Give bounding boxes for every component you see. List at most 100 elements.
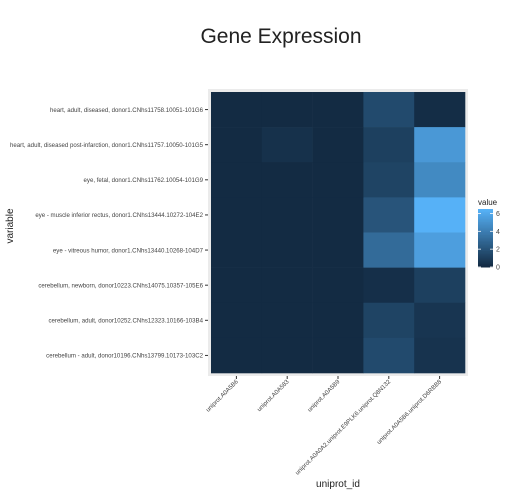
heatmap-cell (363, 162, 415, 198)
heatmap-cell (211, 92, 263, 128)
legend-gradient-step (478, 249, 493, 252)
legend-gradient-step (478, 235, 493, 238)
heatmap-cell (312, 127, 364, 163)
legend-gradient-step (478, 264, 493, 267)
legend-gradient-step (478, 224, 493, 227)
legend-gradient-step (478, 226, 493, 229)
heatmap-cell (312, 337, 364, 374)
heatmap-cell (211, 232, 263, 268)
legend-gradient-step (478, 238, 493, 240)
heatmap-cell (211, 337, 263, 374)
heatmap-cell (261, 267, 313, 304)
legend-gradient-step (478, 219, 493, 222)
heatmap-cell (363, 267, 415, 304)
y-tick-label: eye - muscle inferior rectus, donor1.CNh… (35, 212, 203, 219)
legend-gradient-step (478, 246, 493, 249)
heatmap-cell (414, 337, 466, 374)
legend-gradient-step (478, 213, 493, 216)
heatmap-cell (211, 127, 263, 163)
x-tick-label: uniprot.A0A5B9 (306, 378, 342, 414)
legend-tick-label: 4 (496, 229, 500, 236)
heatmap-cell (414, 162, 466, 198)
heatmap-cell (211, 162, 263, 198)
legend-gradient-step (478, 256, 493, 259)
legend-gradient-step (478, 210, 493, 213)
x-tick-label: uniprot.A0A583 (256, 378, 291, 413)
y-tick-label: eye, fetal, donor1.CNhs11762.10054-101G9 (84, 177, 204, 184)
heatmap-cell (414, 302, 466, 339)
y-axis-title: variable (5, 208, 16, 243)
legend-gradient-step (478, 220, 493, 223)
legend-gradient-step (478, 245, 493, 248)
y-axis: heart, adult, diseased, donor1.CNhs11758… (10, 107, 208, 360)
legend-gradient-step (478, 261, 493, 264)
heatmap-cell (312, 162, 364, 198)
legend-gradient-step (478, 209, 493, 211)
heatmap-cell (261, 92, 313, 128)
legend-gradient-step (478, 253, 493, 256)
x-axis: uniprot.A0A5B6 uniprot.A0A583 uniprot.A0A5… (205, 376, 443, 477)
legend-gradient-step (478, 255, 493, 258)
heatmap-cell (312, 92, 364, 128)
legend-gradient-step (478, 223, 493, 226)
heatmap-cell (363, 92, 415, 128)
heatmap-cell (363, 197, 415, 233)
heatmap-cell (414, 127, 466, 163)
heatmap-cell (312, 232, 364, 268)
legend-gradient-step (478, 216, 493, 219)
heatmap-cell (363, 127, 415, 163)
heatmap-cell (414, 267, 466, 304)
heatmap-cell (312, 197, 364, 233)
heatmap-cells (211, 92, 466, 374)
x-axis-title: uniprot_id (316, 479, 360, 490)
heatmap-cell (261, 232, 313, 268)
heatmap-cell (414, 92, 466, 128)
y-tick-label: cerebellum - adult, donor10196.CNhs13799… (46, 353, 203, 360)
legend-tick-label: 0 (496, 265, 500, 272)
y-tick-label: heart, adult, diseased, donor1.CNhs11758… (50, 107, 204, 114)
legend-gradient-step (478, 230, 493, 233)
heatmap-cell (363, 337, 415, 374)
legend-gradient-step (478, 222, 493, 224)
heatmap-cell (211, 302, 263, 339)
legend-gradient-step (478, 240, 493, 243)
heatmap-cell (363, 302, 415, 339)
legend-gradient-step (478, 214, 493, 217)
legend-tick-label: 2 (496, 247, 500, 254)
heatmap-cell (261, 127, 313, 163)
legend-gradient-step (478, 259, 493, 262)
legend-gradient-step (478, 239, 493, 242)
chart-title: Gene Expression (200, 25, 361, 48)
heatmap-cell (261, 302, 313, 339)
legend-gradient-step (478, 227, 493, 230)
heatmap-cell (312, 302, 364, 339)
legend-gradient-step (478, 242, 493, 245)
legend-gradient-step (478, 248, 493, 251)
legend-gradient-step (478, 243, 493, 246)
heatmap-cell (261, 197, 313, 233)
legend-gradient-step (478, 229, 493, 232)
legend-gradient-step (478, 211, 493, 214)
heatmap-cell (414, 197, 466, 233)
legend-gradient-step (478, 233, 493, 236)
legend-gradient-step (478, 265, 493, 268)
heatmap-cell (261, 337, 313, 374)
legend-gradient-step (478, 252, 493, 255)
legend-tick-label: 6 (496, 211, 500, 218)
y-tick-label: eye - vitreous humor, donor1.CNhs13440.1… (53, 247, 204, 254)
legend-title: value (478, 198, 498, 207)
legend-gradient-step (478, 258, 493, 261)
legend-gradient-step (478, 217, 493, 220)
color-legend: value 0 2 4 6 (478, 198, 500, 272)
legend-gradient-step (478, 236, 493, 239)
y-tick-label: heart, adult, diseased post-infarction, … (10, 142, 204, 149)
y-tick-label: cerebellum, newborn, donor10223.CNhs1407… (38, 282, 203, 289)
y-tick-label: cerebellum, adult, donor10252.CNhs12323.… (49, 318, 204, 325)
legend-gradient-step (478, 262, 493, 265)
legend-gradient-step (478, 232, 493, 235)
x-tick-label: uniprot.A0A0A2.uniprot.E9PLK6.uniprot.Q8… (294, 378, 393, 477)
heatmap-cell (414, 232, 466, 268)
heatmap-cell (261, 162, 313, 198)
